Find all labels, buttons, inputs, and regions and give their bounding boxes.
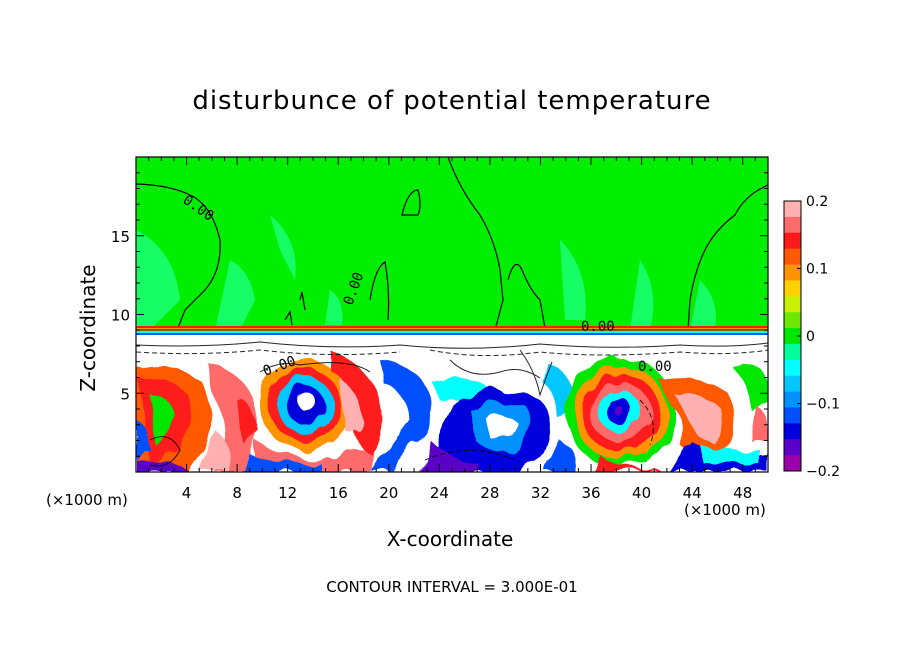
colorbar-swatch: [784, 312, 801, 329]
contour-label: 0.00: [638, 359, 672, 375]
x-tick-label: 16: [329, 484, 348, 502]
colorbar-swatch: [784, 328, 801, 345]
contour-label: 0.00: [581, 319, 615, 335]
colorbar-swatch: [784, 407, 801, 424]
colorbar-tick-label: 0: [806, 329, 815, 345]
x-tick-label: 28: [480, 484, 499, 502]
colorbar-swatch: [784, 423, 801, 440]
colorbar-swatch: [784, 201, 801, 218]
x-tick-label: 40: [632, 484, 651, 502]
x-tick-label: 4: [182, 484, 192, 502]
colorbar-swatch: [784, 375, 801, 393]
x-axis: 4 8 12 16 20 24 28 32 36 40 44 48: [148, 157, 756, 502]
x-tick-label: 20: [379, 484, 398, 502]
colorbar-swatch: [784, 391, 801, 408]
x-tick-label: 36: [581, 484, 600, 502]
colorbar-swatch: [784, 264, 801, 281]
x-tick-label: 32: [531, 484, 550, 502]
y-axis: 5 10 15: [111, 172, 768, 457]
colorbar-swatch: [784, 359, 801, 377]
contour-interval-note: CONTOUR INTERVAL = 3.000E-01: [326, 578, 578, 596]
y-tick-label: 5: [120, 385, 130, 403]
colorbar-swatch: [784, 216, 801, 234]
colorbar-swatch: [784, 232, 801, 250]
colorbar-swatch: [784, 248, 801, 266]
colorbar-swatch: [784, 343, 801, 361]
chart-title: disturbunce of potential temperature: [192, 86, 712, 116]
colorbar-tick-label: 0.1: [806, 262, 828, 278]
field-lower: [136, 335, 768, 472]
x-tick-label: 8: [232, 484, 242, 502]
colorbar: 0.2 0.1 0 −0.1 −0.2: [783, 194, 840, 480]
x-tick-label: 44: [683, 484, 702, 502]
colorbar-swatch: [784, 280, 801, 297]
y-tick-label: 15: [111, 228, 130, 246]
colorbar-swatch: [784, 439, 801, 456]
field-upper: [136, 157, 768, 335]
y-tick-label: 10: [111, 307, 130, 325]
colorbar-swatch: [784, 455, 801, 472]
colorbar-swatch: [784, 296, 801, 313]
x-unit-label-right: (×1000 m): [684, 501, 766, 519]
x-tick-label: 12: [278, 484, 297, 502]
colorbar-tick-label: −0.2: [806, 464, 840, 480]
y-axis-label: Z-coordinate: [76, 264, 100, 392]
x-tick-label: 24: [430, 484, 449, 502]
x-axis-label: X-coordinate: [386, 527, 514, 551]
colorbar-tick-label: −0.1: [806, 397, 840, 413]
x-tick-label: 48: [733, 484, 752, 502]
x-unit-label-left: (×1000 m): [46, 491, 128, 509]
colorbar-tick-label: 0.2: [806, 194, 828, 210]
